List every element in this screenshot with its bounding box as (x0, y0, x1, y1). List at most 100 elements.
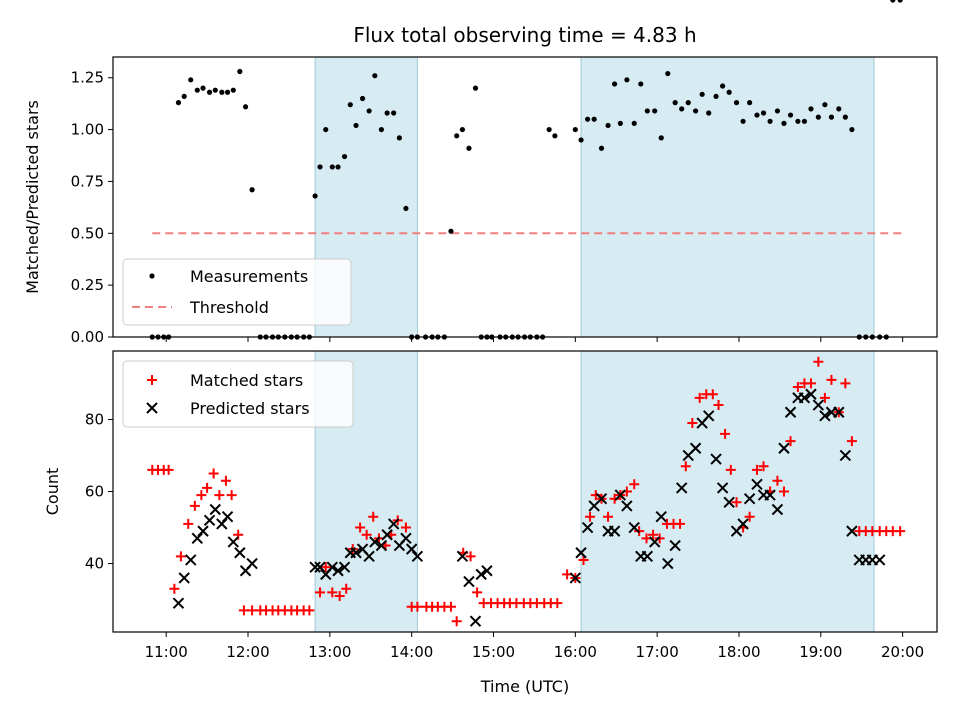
measurement-point (849, 126, 855, 133)
measurement-point (230, 87, 236, 93)
predicted-star-marker (209, 503, 221, 516)
matched-star-marker (451, 616, 462, 627)
matched-star-marker (725, 464, 736, 475)
measurement-point (828, 114, 835, 120)
measurement-point (801, 118, 808, 124)
matched-star-marker (694, 392, 705, 403)
matched-star-marker (400, 522, 411, 533)
measurement-point (584, 116, 591, 122)
measurement-point (631, 120, 637, 126)
count-y-tick-label: 80 (85, 410, 104, 428)
predicted-star-marker (234, 547, 246, 559)
predicted-star-marker (798, 392, 811, 404)
ratio-y-tick-label: 0.25 (71, 276, 104, 294)
measurement-point (242, 104, 249, 110)
measurement-point (842, 114, 848, 120)
predicted-star-marker (463, 575, 475, 588)
measurement-point (747, 100, 753, 106)
measurement-point (652, 108, 658, 114)
matched-star-marker (648, 529, 659, 540)
matched-star-marker (472, 587, 483, 598)
ratio-x-ticks (165, 337, 904, 342)
measurement-point (335, 164, 341, 170)
matched-star-marker (675, 518, 686, 529)
predicted-star-marker (326, 561, 339, 573)
measurement-point (767, 118, 773, 124)
measurement-point (466, 145, 472, 151)
x-axis-label: Time (UTC) (480, 677, 569, 696)
measurement-point (552, 133, 558, 139)
measurement-point (693, 108, 699, 114)
predicted-star-marker (614, 489, 627, 501)
measurement-point (347, 102, 353, 108)
x-tick-label: 18:00 (717, 643, 760, 661)
matched-star-marker (320, 562, 331, 573)
predicted-star-marker (655, 511, 667, 523)
measurement-point (591, 116, 597, 122)
measurement-point (237, 68, 243, 75)
predicted-star-marker (178, 572, 190, 584)
predicted-star-marker (185, 554, 197, 566)
legend-measurements-marker (149, 273, 155, 279)
matched-star-marker (315, 587, 326, 598)
measurement-point (317, 164, 323, 170)
measurement-point (836, 106, 842, 112)
matched-star-marker (163, 464, 174, 475)
measurement-point (890, 0, 896, 3)
matched-star-marker (713, 400, 724, 411)
measurement-point (644, 108, 650, 114)
predicted-star-marker (411, 550, 424, 563)
predicted-star-marker (805, 388, 817, 400)
matched-star-marker (840, 378, 851, 389)
predicted-star-marker (595, 492, 608, 505)
measurement-point (206, 89, 213, 95)
measurement-point (733, 100, 740, 106)
matched-star-marker (846, 436, 857, 447)
legend-box (122, 360, 354, 428)
matched-star-marker (304, 605, 315, 616)
ratio-shaded-interval (580, 56, 875, 338)
predicted-star-marker (839, 449, 852, 462)
measurement-point (774, 108, 781, 114)
measurement-point (249, 187, 255, 193)
predicted-star-marker (771, 503, 784, 516)
matched-star-marker (751, 464, 762, 475)
legend-matched-label: Matched stars (190, 371, 303, 390)
x-tick-label: 15:00 (472, 643, 515, 661)
predicted-star-marker (628, 521, 640, 534)
predicted-star-marker (227, 536, 239, 548)
predicted-star-marker (191, 532, 203, 545)
predicted-star-marker (309, 561, 321, 573)
measurement-point (787, 112, 794, 118)
predicted-star-marker (662, 557, 674, 570)
count-panel: 40 60 80 11:00 12:00 13:00 14:00 15:00 16:00 17:… (43, 350, 938, 661)
predicted-star-marker (375, 539, 388, 552)
predicted-star-marker (332, 565, 344, 577)
matched-star-marker (214, 490, 225, 501)
matched-star-marker (578, 554, 589, 565)
predicted-star-marker (819, 410, 831, 422)
ratio-y-axis-label: Matched/Predicted stars (23, 100, 42, 294)
matched-star-marker (196, 490, 207, 501)
predicted-star-marker (216, 518, 228, 530)
measurement-point (822, 102, 828, 108)
matched-star-marker (687, 418, 698, 429)
matched-star-marker (169, 583, 180, 594)
measurement-point (378, 126, 384, 133)
predicted-star-marker (575, 547, 587, 559)
matched-star-marker (744, 511, 755, 522)
ratio-legend: Measurements Threshold (122, 258, 352, 326)
legend-threshold-label: Threshold (189, 298, 269, 317)
measurement-point (391, 110, 397, 116)
predicted-star-marker (778, 442, 790, 454)
measurement-point (366, 108, 372, 114)
matched-star-marker (355, 522, 366, 533)
measurement-point (598, 145, 605, 151)
measurement-point (200, 85, 206, 91)
ratio-y-tick-label: 1.25 (71, 69, 104, 87)
predicted-star-marker (702, 410, 715, 422)
matched-star-marker (445, 601, 456, 612)
predicted-star-marker (338, 561, 351, 573)
legend-predicted-label: Predicted stars (190, 399, 310, 418)
